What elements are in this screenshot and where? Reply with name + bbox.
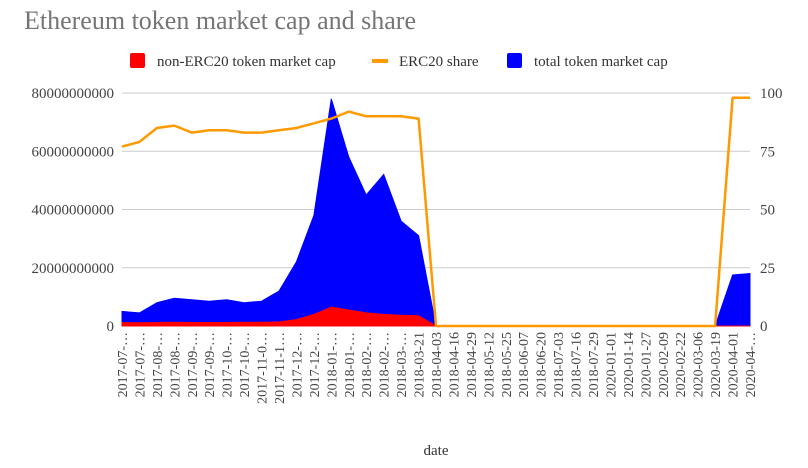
legend-label: non-ERC20 token market cap	[157, 54, 336, 70]
x-tick-label: 2018-06-07	[517, 332, 532, 397]
x-tick-label: 2017-09-…	[186, 332, 201, 397]
legend-label: ERC20 share	[399, 54, 479, 70]
x-tick-label: 2017-08-…	[151, 332, 166, 397]
x-tick-label: 2020-01-14	[622, 332, 637, 397]
x-tick-label: 2017-11-1…	[273, 332, 288, 404]
legend-swatch	[372, 59, 388, 63]
y2-tick-label: 75	[760, 144, 775, 160]
x-tick-label: 2020-02-09	[657, 332, 672, 397]
x-tick-label: 2017-10-…	[221, 332, 236, 397]
x-tick-label: 2020-03-06	[692, 332, 707, 397]
x-tick-label: 2017-12-…	[290, 332, 305, 397]
y-tick-label: 20000000000	[32, 261, 115, 277]
x-tick-label: 2018-07-29	[587, 332, 602, 397]
y2-tick-label: 0	[760, 319, 768, 335]
y2-tick-label: 25	[760, 261, 775, 277]
x-tick-label: 2017-09-…	[203, 332, 218, 397]
x-tick-label: 2017-08-…	[168, 332, 183, 397]
x-tick-label: 2020-02-22	[674, 332, 689, 397]
x-tick-label: 2020-04-…	[744, 332, 759, 397]
x-tick-label: 2020-04-01	[727, 332, 742, 397]
x-tick-label: 2018-04-03	[430, 332, 445, 397]
x-tick-label: 2017-11-0…	[256, 332, 271, 404]
legend-swatch	[130, 53, 145, 68]
x-tick-label: 2018-07-16	[570, 332, 585, 397]
y2-tick-label: 50	[760, 203, 775, 219]
x-tick-label: 2018-02-…	[378, 332, 393, 397]
x-tick-label: 2017-07-…	[133, 332, 148, 397]
series-line-erc20-share	[121, 96, 750, 328]
legend-item[interactable]: ERC20 share	[372, 54, 479, 70]
series-area-total-token-market-cap	[121, 98, 751, 327]
x-tick-label: 2018-04-16	[447, 332, 462, 397]
x-tick-label: 2018-04-29	[465, 332, 480, 397]
x-tick-label: 2020-01-01	[604, 332, 619, 397]
x-tick-label: 2018-02-…	[360, 332, 375, 397]
y-tick-label: 60000000000	[32, 144, 115, 160]
x-tick-label: 2017-10-…	[238, 332, 253, 397]
x-tick-label: 2018-05-25	[500, 332, 515, 397]
y-tick-label: 80000000000	[32, 86, 115, 102]
x-tick-label: 2018-05-12	[482, 332, 497, 397]
x-tick-label: 2018-03-21	[413, 332, 428, 397]
legend-item[interactable]: total token market cap	[507, 53, 668, 70]
y-tick-label: 0	[107, 319, 115, 335]
x-axis-label: date	[424, 443, 449, 459]
x-tick-label: 2018-03-…	[395, 332, 410, 397]
legend-label: total token market cap	[534, 54, 668, 70]
x-tick-label: 2017-07-…	[116, 332, 131, 397]
x-tick-label: 2018-01-…	[325, 332, 340, 397]
legend-swatch	[507, 53, 522, 68]
x-tick-label: 2018-07-03	[552, 332, 567, 397]
legend-item[interactable]: non-ERC20 token market cap	[130, 53, 336, 70]
chart-title: Ethereum token market cap and share	[24, 6, 416, 35]
y-tick-label: 40000000000	[32, 203, 115, 219]
x-tick-label: 2017-12-…	[308, 332, 323, 397]
y2-tick-label: 100	[760, 86, 783, 102]
x-tick-label: 2018-06-20	[535, 332, 550, 397]
x-tick-label: 2020-01-27	[639, 332, 654, 397]
x-tick-label: 2020-03-19	[709, 332, 724, 397]
x-tick-label: 2018-01-…	[343, 332, 358, 397]
